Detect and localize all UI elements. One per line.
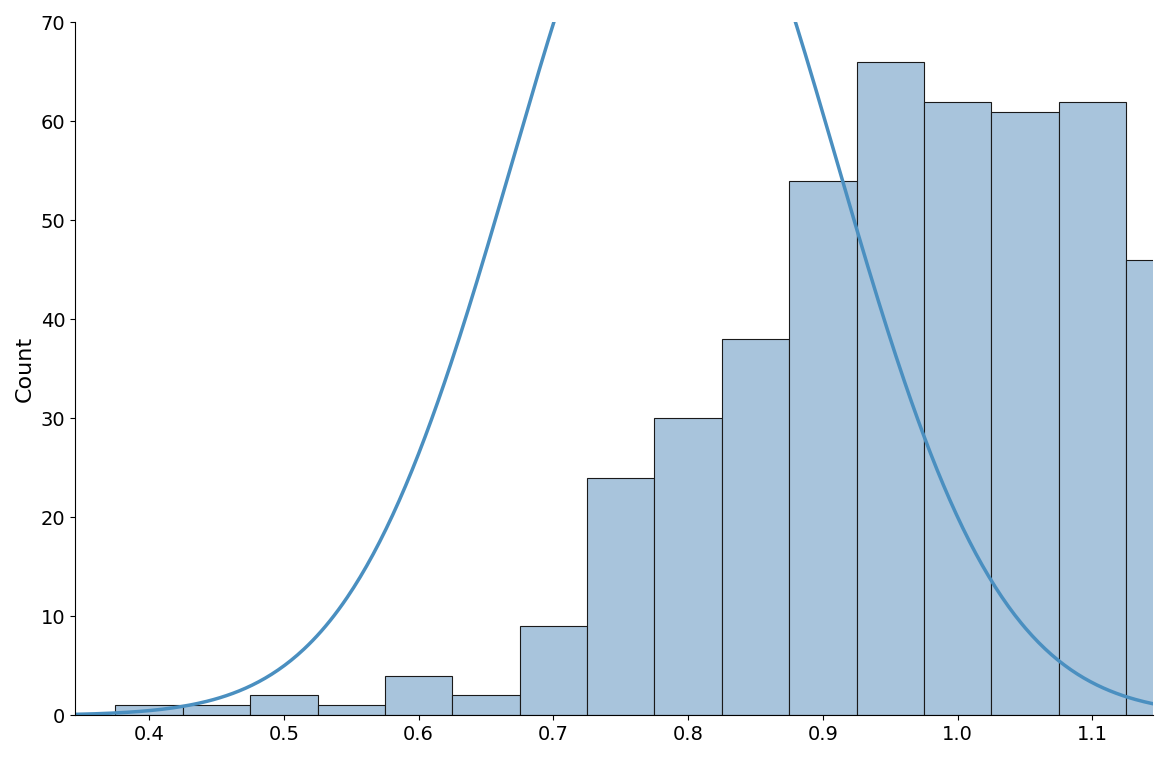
Bar bbox=[654, 418, 722, 715]
Bar bbox=[722, 339, 790, 715]
Bar bbox=[452, 695, 520, 715]
Bar bbox=[856, 62, 924, 715]
Bar bbox=[250, 695, 318, 715]
Bar bbox=[1126, 260, 1168, 715]
Bar bbox=[385, 676, 452, 715]
Bar bbox=[116, 705, 183, 715]
Bar bbox=[588, 477, 654, 715]
Bar bbox=[790, 181, 856, 715]
Y-axis label: Count: Count bbox=[15, 335, 35, 402]
Bar bbox=[992, 112, 1058, 715]
Bar bbox=[520, 626, 588, 715]
Bar bbox=[318, 705, 385, 715]
Bar bbox=[1058, 102, 1126, 715]
Bar bbox=[183, 705, 250, 715]
Bar bbox=[924, 102, 992, 715]
